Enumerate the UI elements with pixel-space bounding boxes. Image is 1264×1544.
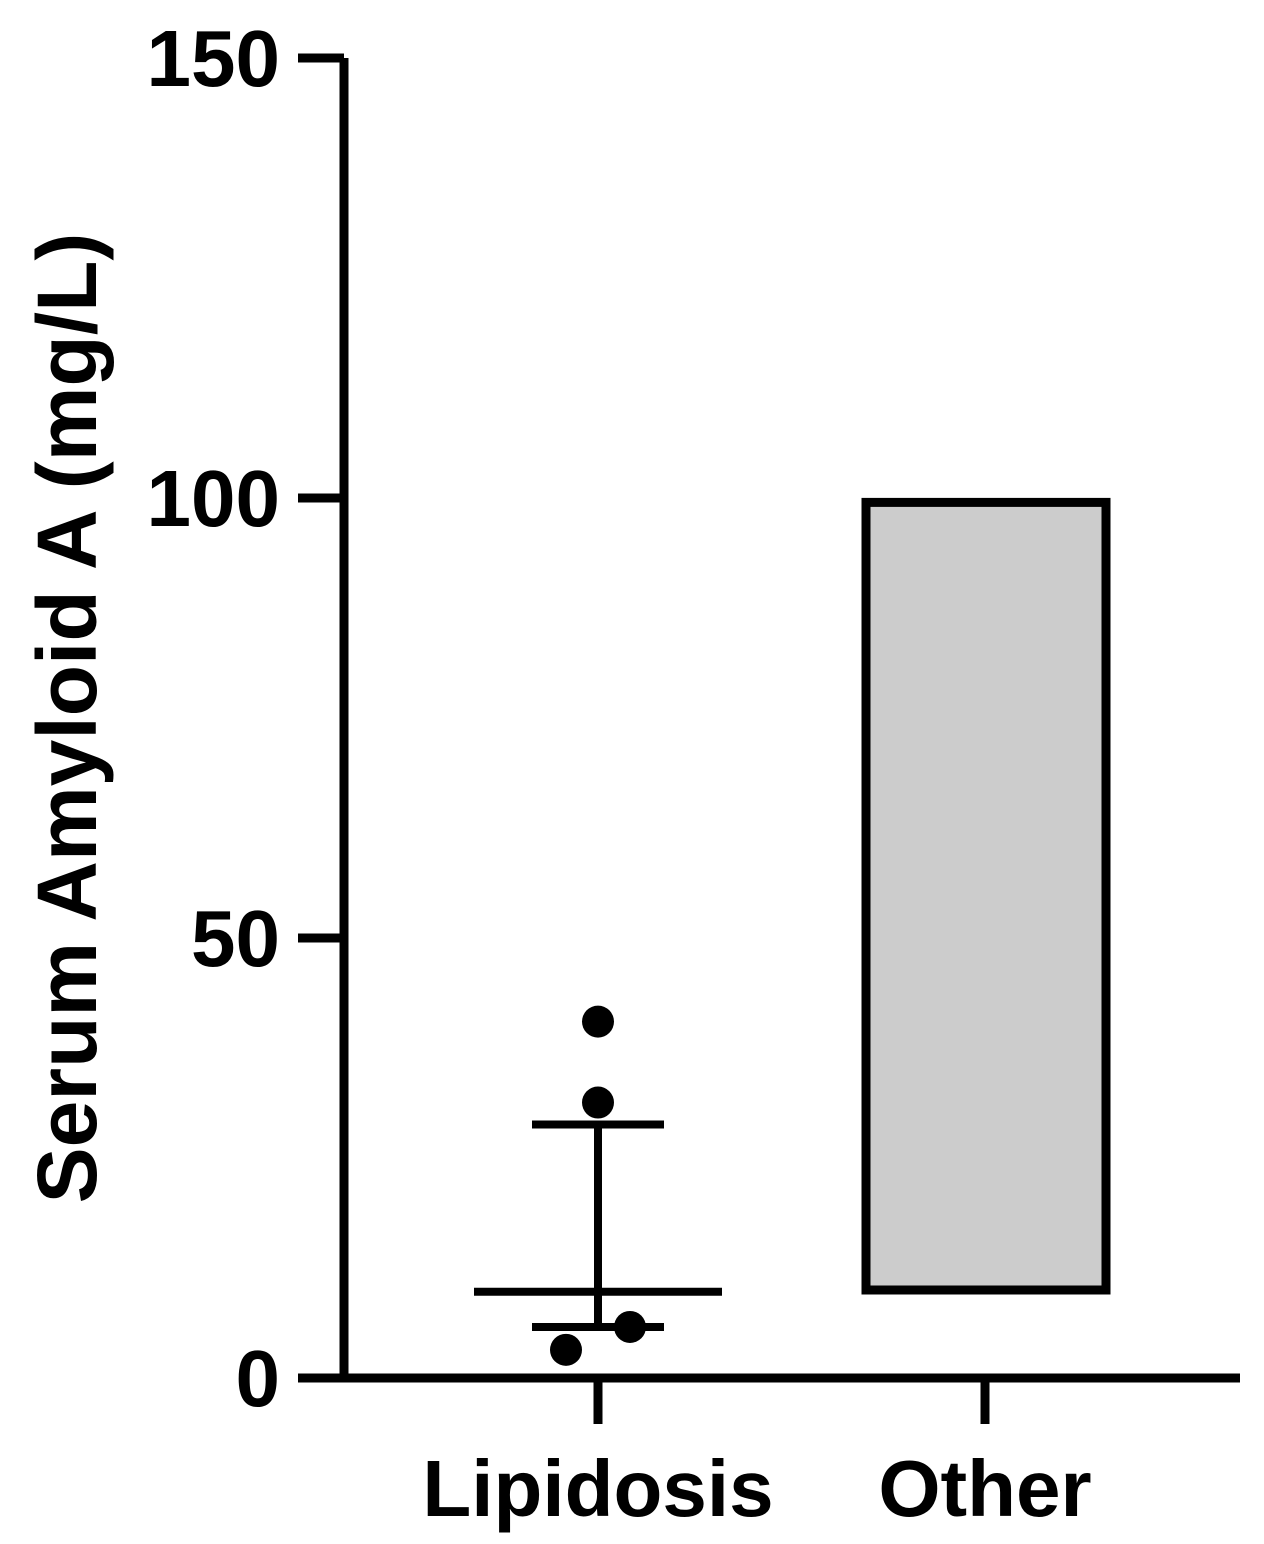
y-tick-label-150: 150 xyxy=(147,14,280,103)
y-tick-label-0: 0 xyxy=(236,1334,281,1423)
range-bar-other xyxy=(861,497,1111,1295)
data-point-lipidosis xyxy=(582,1005,614,1038)
category-label-lipidosis: Lipidosis xyxy=(422,1444,773,1533)
y-axis-title: Serum Amyloid A (mg/L) xyxy=(20,233,114,1204)
y-ticks: 0 50 100 150 xyxy=(147,14,344,1423)
y-tick-label-50: 50 xyxy=(191,894,280,983)
data-point-lipidosis xyxy=(550,1333,582,1366)
data-point-lipidosis xyxy=(614,1310,646,1343)
data-marks xyxy=(474,497,1111,1366)
data-point-lipidosis xyxy=(582,1086,614,1119)
y-tick-label-100: 100 xyxy=(147,454,280,543)
category-label-other: Other xyxy=(878,1444,1091,1533)
